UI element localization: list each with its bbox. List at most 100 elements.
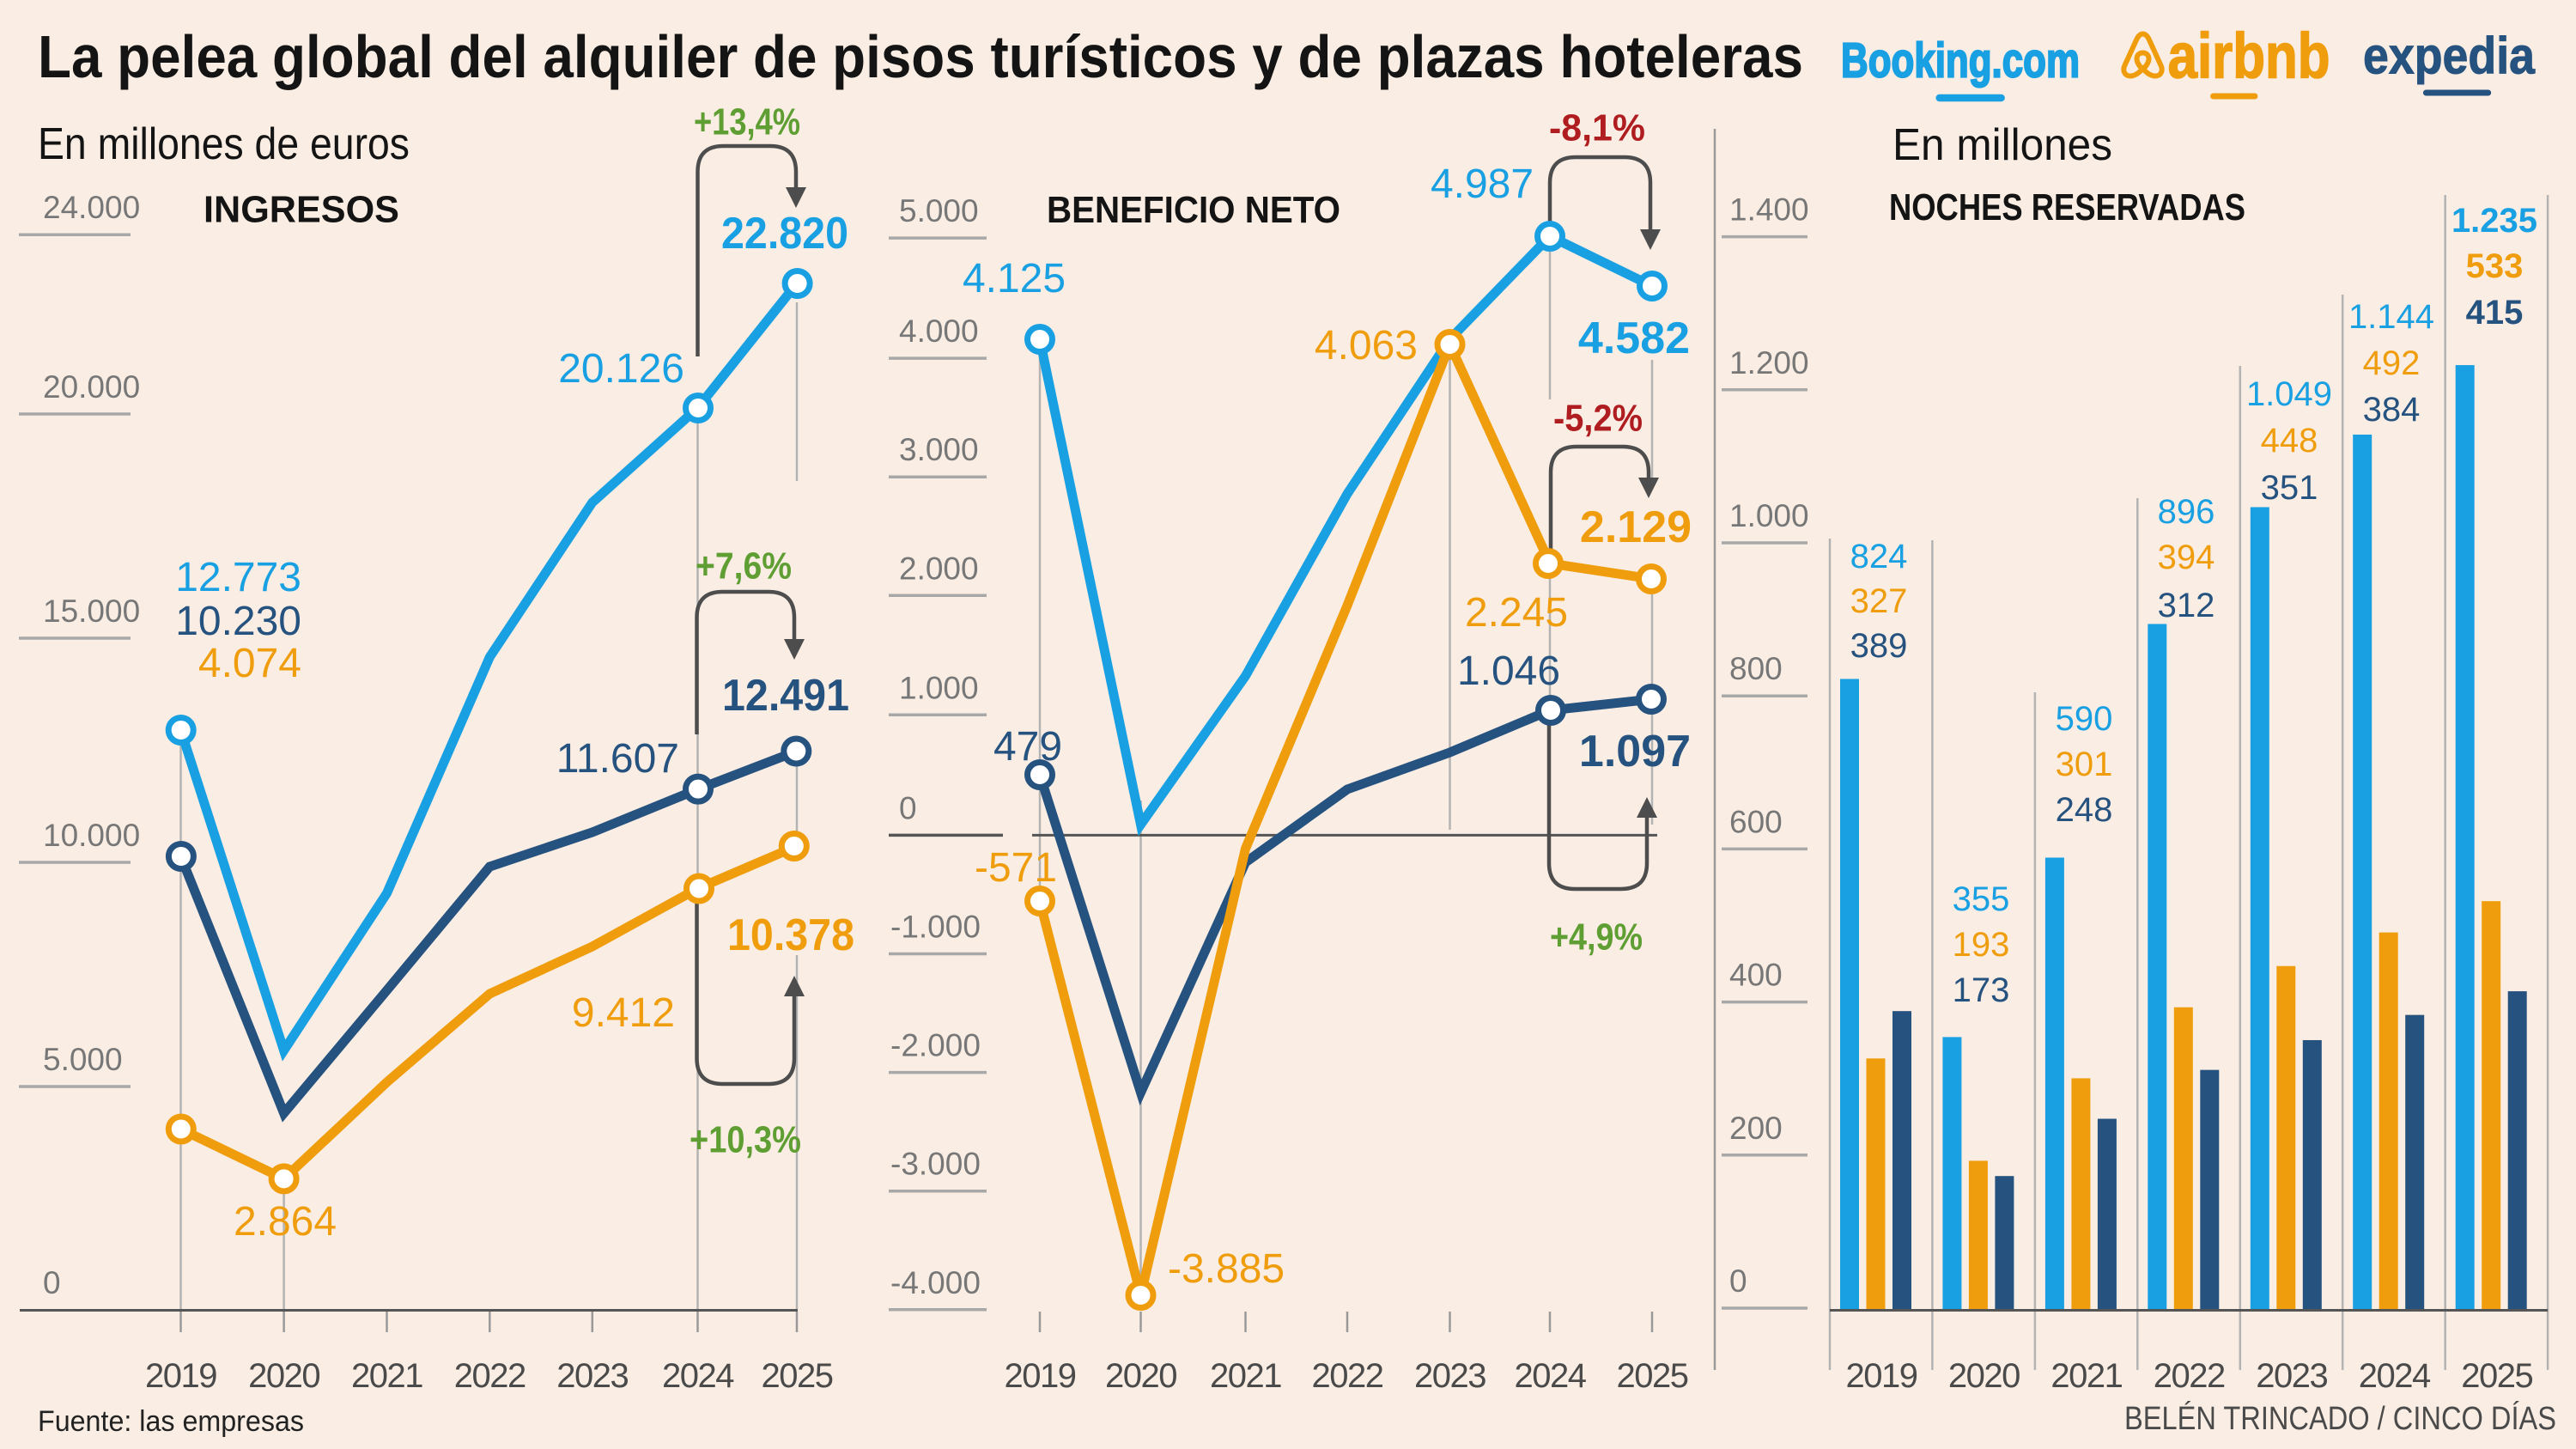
svg-text:394: 394 (2158, 539, 2215, 576)
svg-text:533: 533 (2466, 247, 2524, 285)
svg-text:2024: 2024 (662, 1357, 734, 1395)
svg-text:4.987: 4.987 (1431, 161, 1534, 207)
svg-text:448: 448 (2261, 422, 2318, 460)
svg-text:301: 301 (2056, 746, 2113, 783)
svg-text:En millones de euros: En millones de euros (38, 119, 410, 169)
svg-text:5.000: 5.000 (43, 1042, 123, 1077)
svg-text:0: 0 (1729, 1263, 1747, 1299)
svg-text:0: 0 (43, 1265, 61, 1300)
svg-text:1.046: 1.046 (1457, 648, 1560, 694)
svg-text:1.000: 1.000 (1729, 498, 1809, 533)
svg-text:10.230: 10.230 (175, 599, 301, 644)
svg-text:2021: 2021 (351, 1357, 422, 1395)
svg-text:2024: 2024 (2359, 1357, 2431, 1395)
svg-text:600: 600 (1729, 804, 1783, 839)
svg-text:2024: 2024 (1515, 1357, 1587, 1395)
svg-text:-3.000: -3.000 (890, 1147, 981, 1182)
svg-text:479: 479 (993, 724, 1062, 770)
svg-text:15.000: 15.000 (43, 594, 140, 629)
svg-text:24.000: 24.000 (43, 190, 140, 225)
svg-text:824: 824 (1850, 538, 1908, 575)
svg-text:389: 389 (1850, 627, 1908, 665)
svg-text:1.235: 1.235 (2451, 202, 2537, 240)
svg-text:4.125: 4.125 (963, 256, 1066, 301)
svg-text:2020: 2020 (248, 1357, 319, 1395)
svg-text:2.864: 2.864 (234, 1199, 337, 1245)
svg-text:20.126: 20.126 (558, 346, 684, 392)
svg-text:INGRESOS: INGRESOS (204, 189, 399, 231)
svg-text:-5,2%: -5,2% (1553, 397, 1643, 439)
svg-text:2022: 2022 (1312, 1357, 1383, 1395)
svg-text:2.000: 2.000 (899, 551, 979, 586)
svg-text:2025: 2025 (762, 1357, 833, 1395)
svg-text:384: 384 (2363, 391, 2421, 429)
svg-text:2022: 2022 (454, 1357, 526, 1395)
svg-text:22.820: 22.820 (721, 209, 848, 259)
svg-text:+7,6%: +7,6% (696, 545, 792, 587)
svg-text:12.491: 12.491 (722, 671, 849, 721)
svg-text:expedia: expedia (2363, 27, 2536, 85)
svg-text:BELÉN TRINCADO / CINCO DÍAS: BELÉN TRINCADO / CINCO DÍAS (2124, 1400, 2556, 1437)
svg-text:2.129: 2.129 (1580, 502, 1692, 552)
svg-text:590: 590 (2056, 700, 2113, 738)
svg-text:-3.885: -3.885 (1168, 1246, 1285, 1292)
svg-text:La pelea global del alquiler d: La pelea global del alquiler de pisos tu… (38, 23, 1803, 90)
svg-text:2021: 2021 (2050, 1357, 2122, 1395)
svg-text:11.607: 11.607 (556, 736, 679, 782)
svg-text:4.000: 4.000 (899, 314, 979, 349)
svg-text:9.412: 9.412 (572, 990, 675, 1036)
svg-text:20.000: 20.000 (43, 369, 140, 405)
svg-text:2022: 2022 (2154, 1357, 2225, 1395)
svg-text:0: 0 (899, 790, 917, 825)
svg-text:312: 312 (2158, 587, 2215, 624)
svg-text:800: 800 (1729, 651, 1783, 686)
svg-text:BENEFICIO NETO: BENEFICIO NETO (1047, 189, 1340, 231)
svg-text:2023: 2023 (1414, 1357, 1485, 1395)
svg-text:2025: 2025 (1617, 1357, 1688, 1395)
svg-text:2.245: 2.245 (1465, 590, 1568, 636)
svg-text:173: 173 (1953, 971, 2010, 1009)
svg-text:2019: 2019 (145, 1357, 216, 1395)
svg-text:896: 896 (2158, 493, 2215, 531)
svg-text:-4.000: -4.000 (890, 1265, 981, 1300)
svg-text:NOCHES RESERVADAS: NOCHES RESERVADAS (1889, 186, 2245, 228)
svg-text:3.000: 3.000 (899, 432, 979, 467)
svg-text:327: 327 (1850, 582, 1908, 620)
svg-text:2023: 2023 (556, 1357, 628, 1395)
svg-text:2023: 2023 (2256, 1357, 2327, 1395)
svg-text:-8,1%: -8,1% (1549, 107, 1645, 149)
svg-text:492: 492 (2363, 344, 2421, 382)
svg-text:5.000: 5.000 (899, 193, 979, 228)
svg-text:Booking.com: Booking.com (1841, 33, 2080, 88)
svg-text:10.378: 10.378 (727, 910, 854, 960)
svg-text:1.049: 1.049 (2246, 375, 2332, 413)
svg-text:4.074: 4.074 (198, 641, 301, 686)
svg-text:-571: -571 (975, 845, 1057, 891)
svg-text:-1.000: -1.000 (890, 910, 981, 945)
svg-text:2019: 2019 (1846, 1357, 1917, 1395)
svg-text:+10,3%: +10,3% (690, 1118, 801, 1160)
svg-text:2019: 2019 (1005, 1357, 1076, 1395)
svg-text:415: 415 (2466, 294, 2524, 332)
svg-text:12.773: 12.773 (175, 555, 301, 600)
svg-text:2020: 2020 (1948, 1357, 2020, 1395)
svg-text:4.063: 4.063 (1315, 323, 1418, 368)
svg-text:2021: 2021 (1210, 1357, 1281, 1395)
svg-text:1.400: 1.400 (1729, 192, 1809, 228)
svg-text:Fuente: las empresas: Fuente: las empresas (38, 1405, 304, 1438)
svg-text:1.097: 1.097 (1579, 727, 1691, 776)
svg-text:351: 351 (2261, 469, 2318, 507)
svg-text:1.200: 1.200 (1729, 345, 1809, 381)
svg-text:airbnb: airbnb (2168, 20, 2330, 91)
svg-text:2025: 2025 (2461, 1357, 2532, 1395)
svg-text:200: 200 (1729, 1111, 1783, 1146)
svg-text:1.000: 1.000 (899, 670, 979, 705)
svg-text:En millones: En millones (1893, 120, 2112, 170)
svg-text:193: 193 (1953, 926, 2010, 964)
svg-text:+4,9%: +4,9% (1550, 916, 1643, 958)
svg-text:355: 355 (1953, 880, 2010, 918)
svg-text:-2.000: -2.000 (890, 1028, 981, 1063)
svg-text:+13,4%: +13,4% (694, 100, 800, 143)
svg-text:2020: 2020 (1105, 1357, 1176, 1395)
svg-text:248: 248 (2056, 791, 2113, 829)
